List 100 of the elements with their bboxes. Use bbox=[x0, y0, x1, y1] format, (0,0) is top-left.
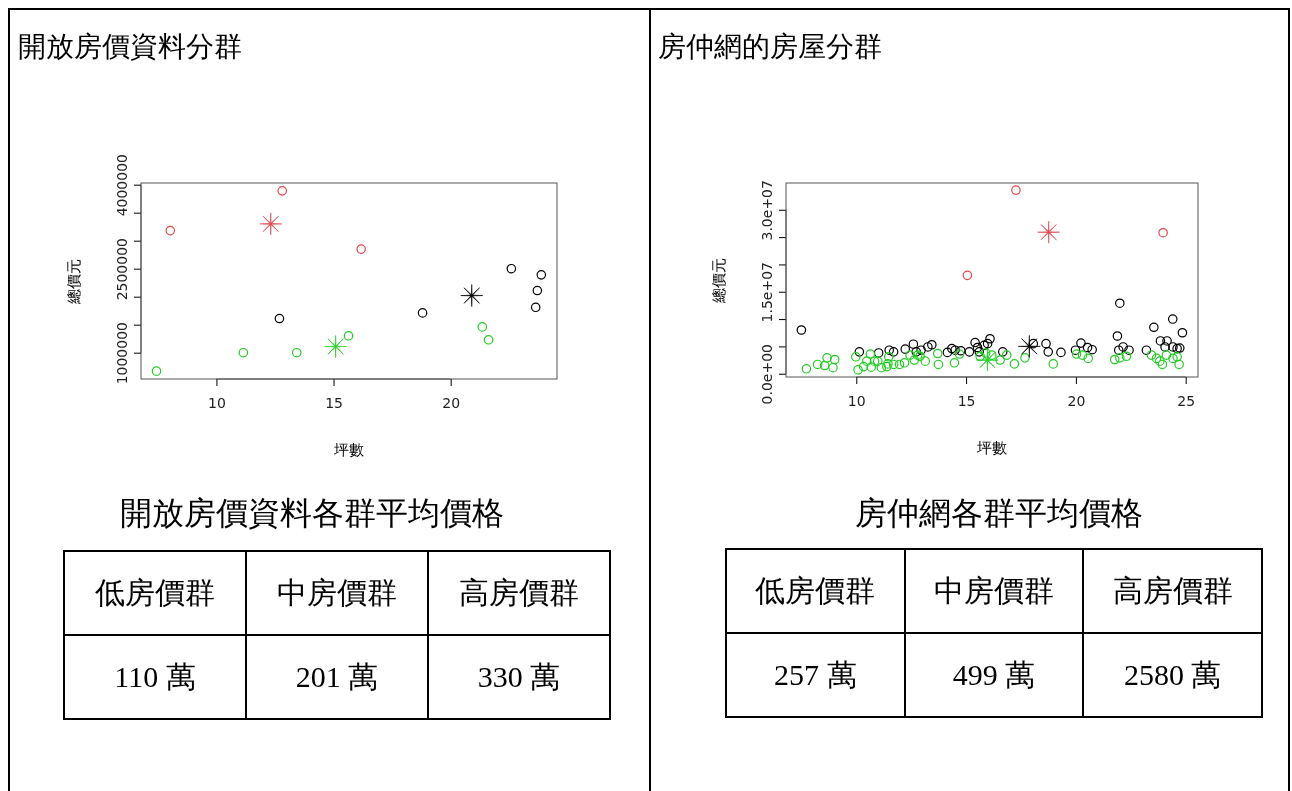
point bbox=[819, 360, 830, 371]
point bbox=[822, 353, 832, 363]
point bbox=[909, 355, 920, 365]
point bbox=[970, 337, 980, 348]
point bbox=[962, 270, 973, 281]
point bbox=[854, 347, 865, 357]
point bbox=[1037, 220, 1060, 244]
x-tick-label: 15 bbox=[325, 394, 343, 411]
point bbox=[1109, 354, 1120, 365]
point bbox=[1160, 342, 1170, 352]
point bbox=[1115, 298, 1125, 309]
point bbox=[858, 361, 869, 372]
text: 330 萬 bbox=[428, 635, 610, 719]
chart-title: 房仲網的房屋分群 bbox=[658, 29, 882, 65]
point bbox=[1158, 227, 1168, 238]
point bbox=[975, 351, 985, 362]
y-tick-label: 2500000 bbox=[114, 238, 130, 301]
point bbox=[974, 347, 985, 357]
point bbox=[1172, 351, 1182, 362]
point bbox=[964, 347, 975, 357]
point bbox=[1048, 359, 1059, 369]
x-tick-label: 10 bbox=[847, 392, 866, 409]
point bbox=[888, 359, 899, 370]
point bbox=[865, 349, 876, 359]
point bbox=[995, 355, 1005, 365]
point bbox=[1041, 338, 1051, 349]
point bbox=[536, 270, 547, 280]
point bbox=[869, 356, 880, 366]
x-tick-label: 25 bbox=[1177, 392, 1196, 409]
point bbox=[1168, 353, 1178, 364]
point bbox=[923, 342, 933, 352]
text: 257 萬 bbox=[726, 633, 905, 717]
point bbox=[1155, 336, 1166, 346]
point bbox=[873, 348, 884, 358]
point bbox=[1177, 327, 1188, 338]
y-tick-label: 1000000 bbox=[114, 322, 130, 385]
x-axis-title: 坪數 bbox=[333, 441, 364, 458]
point bbox=[801, 364, 812, 374]
point bbox=[1157, 359, 1168, 370]
point bbox=[1018, 335, 1041, 358]
point bbox=[1121, 351, 1132, 362]
point bbox=[905, 350, 915, 360]
text: 房仲網各群平均價格 bbox=[855, 493, 1143, 534]
point bbox=[899, 357, 910, 368]
point bbox=[1118, 342, 1128, 352]
point bbox=[165, 225, 176, 236]
point bbox=[274, 313, 285, 324]
point bbox=[1082, 342, 1093, 353]
point bbox=[932, 348, 943, 359]
point bbox=[1076, 338, 1086, 348]
point bbox=[1020, 353, 1030, 363]
point bbox=[997, 347, 1008, 357]
y-tick-label: 4000000 bbox=[114, 154, 130, 217]
point bbox=[942, 347, 953, 358]
point bbox=[1011, 185, 1021, 195]
point bbox=[894, 359, 905, 370]
y-tick-label: 3.0e+07 bbox=[759, 180, 775, 241]
text: 499 萬 bbox=[904, 633, 1084, 717]
category-label: 低房價群 bbox=[726, 549, 905, 633]
point bbox=[985, 333, 995, 344]
point bbox=[1168, 342, 1178, 352]
point bbox=[417, 308, 428, 318]
point bbox=[1043, 347, 1054, 357]
point bbox=[949, 357, 960, 368]
point bbox=[980, 348, 991, 358]
point bbox=[796, 325, 807, 335]
point bbox=[812, 359, 823, 370]
point bbox=[851, 351, 861, 362]
point bbox=[356, 244, 366, 254]
point bbox=[979, 340, 989, 351]
point bbox=[530, 302, 541, 313]
point bbox=[343, 331, 354, 341]
point bbox=[1174, 359, 1184, 370]
point bbox=[151, 366, 162, 376]
point bbox=[1162, 336, 1172, 346]
text: 110 萬 bbox=[64, 635, 246, 719]
point bbox=[876, 362, 887, 373]
category-label: 高房價群 bbox=[428, 551, 610, 635]
text: 開放房價資料各群平均價格 bbox=[120, 493, 504, 534]
point bbox=[908, 339, 919, 350]
point bbox=[862, 356, 872, 366]
y-tick-label: 0.0e+00 bbox=[759, 344, 775, 405]
point bbox=[1001, 350, 1012, 360]
point bbox=[1115, 353, 1125, 363]
point bbox=[866, 362, 877, 372]
point bbox=[972, 342, 983, 353]
point bbox=[506, 263, 517, 274]
point bbox=[1113, 345, 1124, 356]
point bbox=[1124, 345, 1134, 356]
point bbox=[1087, 344, 1097, 355]
point bbox=[1071, 349, 1082, 359]
point bbox=[853, 365, 863, 375]
x-axis-title: 坪數 bbox=[976, 439, 1007, 456]
point bbox=[982, 338, 993, 349]
point bbox=[291, 347, 302, 358]
point bbox=[1070, 345, 1081, 356]
point bbox=[920, 356, 931, 366]
point bbox=[1112, 331, 1123, 341]
chart-title: 開放房價資料分群 bbox=[18, 29, 242, 65]
point bbox=[532, 285, 543, 296]
